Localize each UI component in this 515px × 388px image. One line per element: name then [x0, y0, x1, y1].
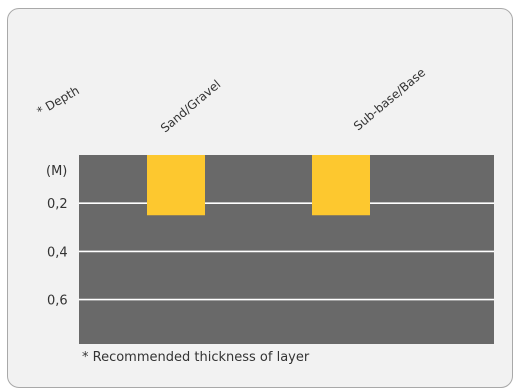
category-label-sand-gravel: Sand/Gravel: [158, 77, 223, 135]
y-unit-label: (M): [46, 164, 67, 179]
y-tick-label: 0,4: [47, 245, 68, 260]
footnote: * Recommended thickness of layer: [82, 350, 310, 365]
bars: [147, 155, 370, 216]
y-tick-labels: 0,2 0,4 0,6: [47, 197, 68, 308]
y-tick-label: 0,2: [47, 197, 68, 212]
y-tick-label: 0,6: [47, 294, 68, 309]
plot-panel: [79, 155, 494, 344]
y-axis-label: * Depth: [35, 83, 82, 118]
bar-sub-base-base: [312, 155, 370, 216]
category-label-sub-base-base: Sub-base/Base: [351, 65, 428, 133]
chart: * Depth Sand/Gravel Sub-base/Base (M) 0,…: [35, 65, 494, 344]
bar-sand-gravel: [147, 155, 205, 216]
